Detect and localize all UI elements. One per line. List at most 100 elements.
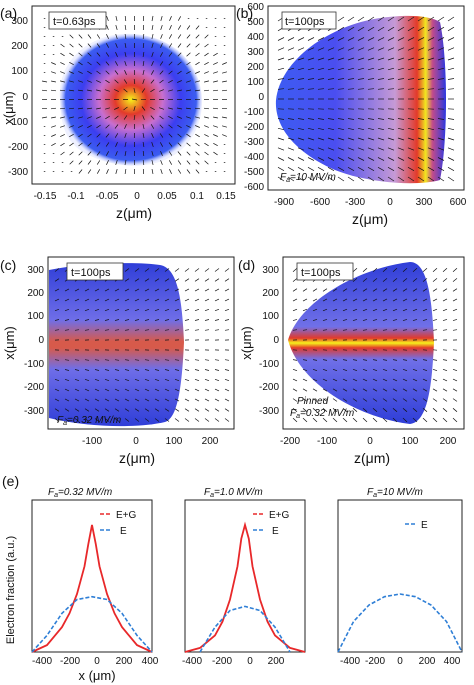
field-arrow [297,47,305,51]
field-arrow [134,398,140,402]
field-arrow [322,319,328,321]
field-arrow [407,57,415,61]
field-arrow [337,26,345,32]
tick-label: -200 [8,142,28,153]
field-arrow [312,359,318,361]
field-arrow [372,417,378,423]
field-arrow [307,37,315,41]
field-arrow [142,150,145,157]
field-arrow [417,78,425,80]
panel-d-field-label: Fa=0.32 MV/m [290,408,354,420]
field-arrow [184,268,190,272]
field-arrow [347,67,355,71]
field-arrow [307,118,315,120]
field-arrow [277,166,285,172]
field-arrow [327,137,335,141]
field-arrow [74,418,80,422]
field-arrow [78,133,83,138]
field-arrow [144,408,150,412]
field-arrow [134,288,140,292]
field-arrow [106,34,109,39]
tick-label: 0 [397,656,403,667]
tick-label: -300 [8,167,28,178]
field-arrow [367,176,375,182]
subplot-3-plot [337,593,463,653]
field-arrow [287,78,295,80]
field-arrow [292,378,298,382]
field-arrow [387,78,395,80]
field-arrow [442,398,448,402]
field-arrow [214,408,220,412]
field-arrow [69,43,74,48]
field-arrow [194,308,200,312]
field-arrow [397,37,405,41]
field-arrow [317,47,325,51]
field-arrow [407,118,415,120]
field-arrow [352,408,358,412]
field-arrow [184,329,190,331]
tick-label: 100 [247,77,264,88]
field-arrow [357,57,365,61]
field-arrow [362,308,368,312]
field-arrow [184,308,190,312]
field-arrow [154,308,160,312]
field-arrow [87,80,92,83]
field-arrow [412,278,418,282]
field-arrow [184,398,190,402]
field-arrow [302,319,308,321]
field-arrow [362,298,368,302]
panel-c-time-box [66,262,124,281]
field-arrow [195,142,200,147]
field-arrow [195,169,200,174]
field-arrow [222,62,227,65]
field-arrow [367,147,375,151]
field-arrow [372,408,378,412]
field-arrow [347,157,355,161]
field-arrow [213,134,218,137]
panel-b-time-box [281,11,337,30]
field-arrow [159,115,164,120]
field-arrow [194,319,200,321]
field-arrow [164,378,170,382]
field-arrow [164,408,170,412]
field-arrow [447,137,455,141]
field-arrow [337,37,345,41]
field-arrow [392,298,398,302]
field-arrow [422,278,428,282]
field-arrow [292,319,298,321]
field-arrow [407,147,415,151]
field-arrow [41,116,48,119]
field-arrow [312,378,318,382]
field-arrow [297,67,305,71]
field-arrow [114,124,119,129]
field-arrow [277,147,285,151]
field-arrow [367,37,375,41]
field-arrow [292,308,298,312]
field-arrow [54,388,60,392]
subplot-2-title: Fa=1.0 MV/m [204,487,263,499]
field-arrow [432,288,438,292]
field-arrow [124,15,127,22]
field-arrow [417,57,425,61]
field-arrow [204,151,209,156]
field-arrow [407,127,415,131]
field-arrow [407,67,415,71]
field-arrow [84,288,90,292]
field-arrow [96,43,101,48]
field-arrow [407,137,415,141]
panel-b-time-label: t=100ps [285,16,325,28]
field-arrow [437,157,445,161]
field-arrow [222,71,227,74]
field-arrow [154,288,160,292]
field-arrow [164,278,170,282]
field-arrow [392,417,398,423]
field-arrow [322,408,328,412]
field-arrow [124,268,130,272]
field-arrow [222,80,227,83]
field-arrow [357,147,365,151]
subplot-2-plot [184,521,306,653]
panel-d-pinned-label: Pinned [297,396,329,407]
panel-c-ylabel: x(μm) [2,326,17,359]
field-arrow [86,107,93,110]
field-arrow [377,157,385,161]
